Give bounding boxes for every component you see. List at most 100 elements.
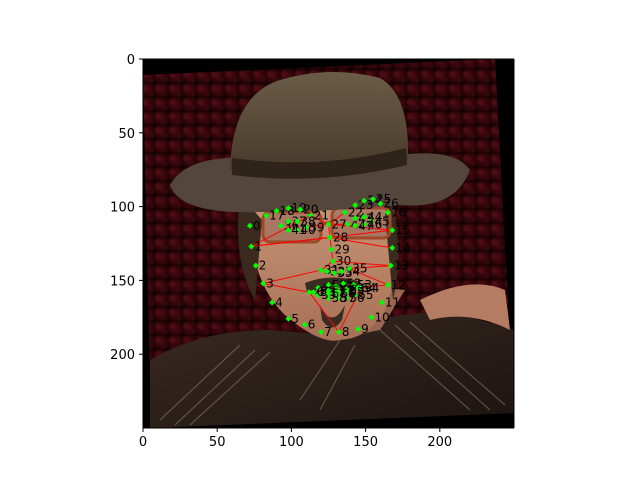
landmark-point (325, 281, 332, 288)
landmark-label: 45 (375, 214, 390, 228)
x-tick-label: 50 (209, 435, 226, 450)
landmark-label: 6 (308, 318, 316, 332)
landmark-label: 15 (395, 223, 410, 237)
landmark-point (328, 246, 335, 253)
landmark-point (310, 289, 317, 296)
landmark-point (384, 209, 391, 216)
landmark-label: 46 (367, 217, 382, 231)
landmark-point (334, 295, 341, 302)
landmark-point (389, 227, 396, 234)
landmark-point (361, 221, 368, 228)
landmark-label: 18 (280, 204, 295, 218)
landmark-label: 38 (300, 214, 315, 228)
y-tick-label: 200 (110, 348, 135, 363)
landmark-label: 5 (291, 312, 299, 326)
landmark-label: 16 (391, 206, 406, 220)
landmark-point (306, 289, 313, 296)
landmark-point (285, 227, 292, 234)
landmark-label: 30 (336, 254, 351, 268)
landmark-point (318, 329, 325, 336)
landmark-point (263, 212, 270, 219)
landmark-point (352, 292, 359, 299)
mesh-line (329, 237, 393, 249)
axes (142, 58, 515, 429)
landmark-label: 49 (321, 281, 336, 295)
landmark-point (340, 280, 347, 287)
landmark-label: 7 (324, 325, 332, 339)
mesh-lines (251, 212, 393, 333)
landmark-point (269, 299, 276, 306)
landmark-label: 22 (348, 206, 363, 220)
landmark-point (331, 270, 338, 277)
landmark-point (246, 222, 253, 229)
mesh-line (361, 284, 388, 289)
landmark-points: 0123456789101112131415161718192021222324… (246, 192, 411, 339)
landmark-label: 11 (385, 296, 400, 310)
landmark-point (370, 196, 377, 203)
mesh-line (328, 223, 393, 231)
landmark-label: 12 (391, 278, 406, 292)
landmark-point (377, 200, 384, 207)
x-tick-label: 150 (353, 435, 378, 450)
mesh-line (263, 269, 322, 284)
mesh-line (251, 237, 331, 247)
landmark-point (325, 290, 332, 297)
landmark-point (301, 321, 308, 328)
landmark-point (378, 299, 385, 306)
landmark-label: 56 (349, 291, 364, 305)
landmark-point (307, 212, 314, 219)
landmark-label: 41 (291, 223, 306, 237)
landmark-label: 3 (266, 276, 274, 290)
landmark-label: 55 (358, 288, 373, 302)
landmark-label: 1 (254, 239, 262, 253)
landmark-point (355, 326, 362, 333)
landmark-label: 21 (314, 208, 329, 222)
x-tick-label: 200 (427, 435, 452, 450)
landmark-label: 23 (358, 198, 373, 212)
landmark-point (343, 289, 350, 296)
mesh-line (263, 282, 310, 293)
landmark-point (315, 292, 322, 299)
landmark-point (389, 244, 396, 251)
landmark-label: 67 (332, 287, 347, 301)
landmark-label: 64 (361, 281, 376, 295)
landmark-point (338, 268, 345, 275)
landmark-point (318, 267, 325, 274)
x-tick-label: 0 (139, 435, 147, 450)
y-tick-label: 150 (110, 274, 135, 289)
landmark-label: 40 (300, 223, 315, 237)
landmark-point (361, 213, 368, 220)
landmark-point (344, 221, 351, 228)
landmark-point (341, 209, 348, 216)
landmark-point (361, 197, 368, 204)
landmark-point (285, 315, 292, 322)
landmark-label: 29 (334, 242, 349, 256)
landmark-point (329, 258, 336, 265)
landmark-point (346, 265, 353, 272)
landmark-point (294, 227, 301, 234)
landmark-label: 14 (395, 241, 410, 255)
y-tick-label: 50 (118, 127, 135, 142)
landmark-point (350, 281, 357, 288)
landmark-point (260, 280, 267, 287)
landmark-label: 28 (333, 231, 348, 245)
landmark-point (273, 208, 280, 215)
landmark-label: 0 (253, 219, 261, 233)
y-tick-label: 100 (110, 201, 135, 216)
x-ticks: 0 50 100 150 200 (139, 428, 452, 450)
face-photo (143, 59, 514, 428)
landmark-point (285, 218, 292, 225)
landmark-point (297, 206, 304, 213)
landmark-point (352, 222, 359, 229)
mesh-line (349, 268, 389, 286)
landmark-point (352, 202, 359, 209)
landmark-point (252, 262, 259, 269)
mesh-line (310, 215, 329, 225)
landmark-point (387, 262, 394, 269)
landmark-label: 17 (269, 208, 284, 222)
landmark-point (325, 221, 332, 228)
y-ticks: 0 50 100 150 200 (110, 53, 143, 363)
landmark-point (325, 295, 332, 302)
mesh-line (251, 215, 311, 247)
